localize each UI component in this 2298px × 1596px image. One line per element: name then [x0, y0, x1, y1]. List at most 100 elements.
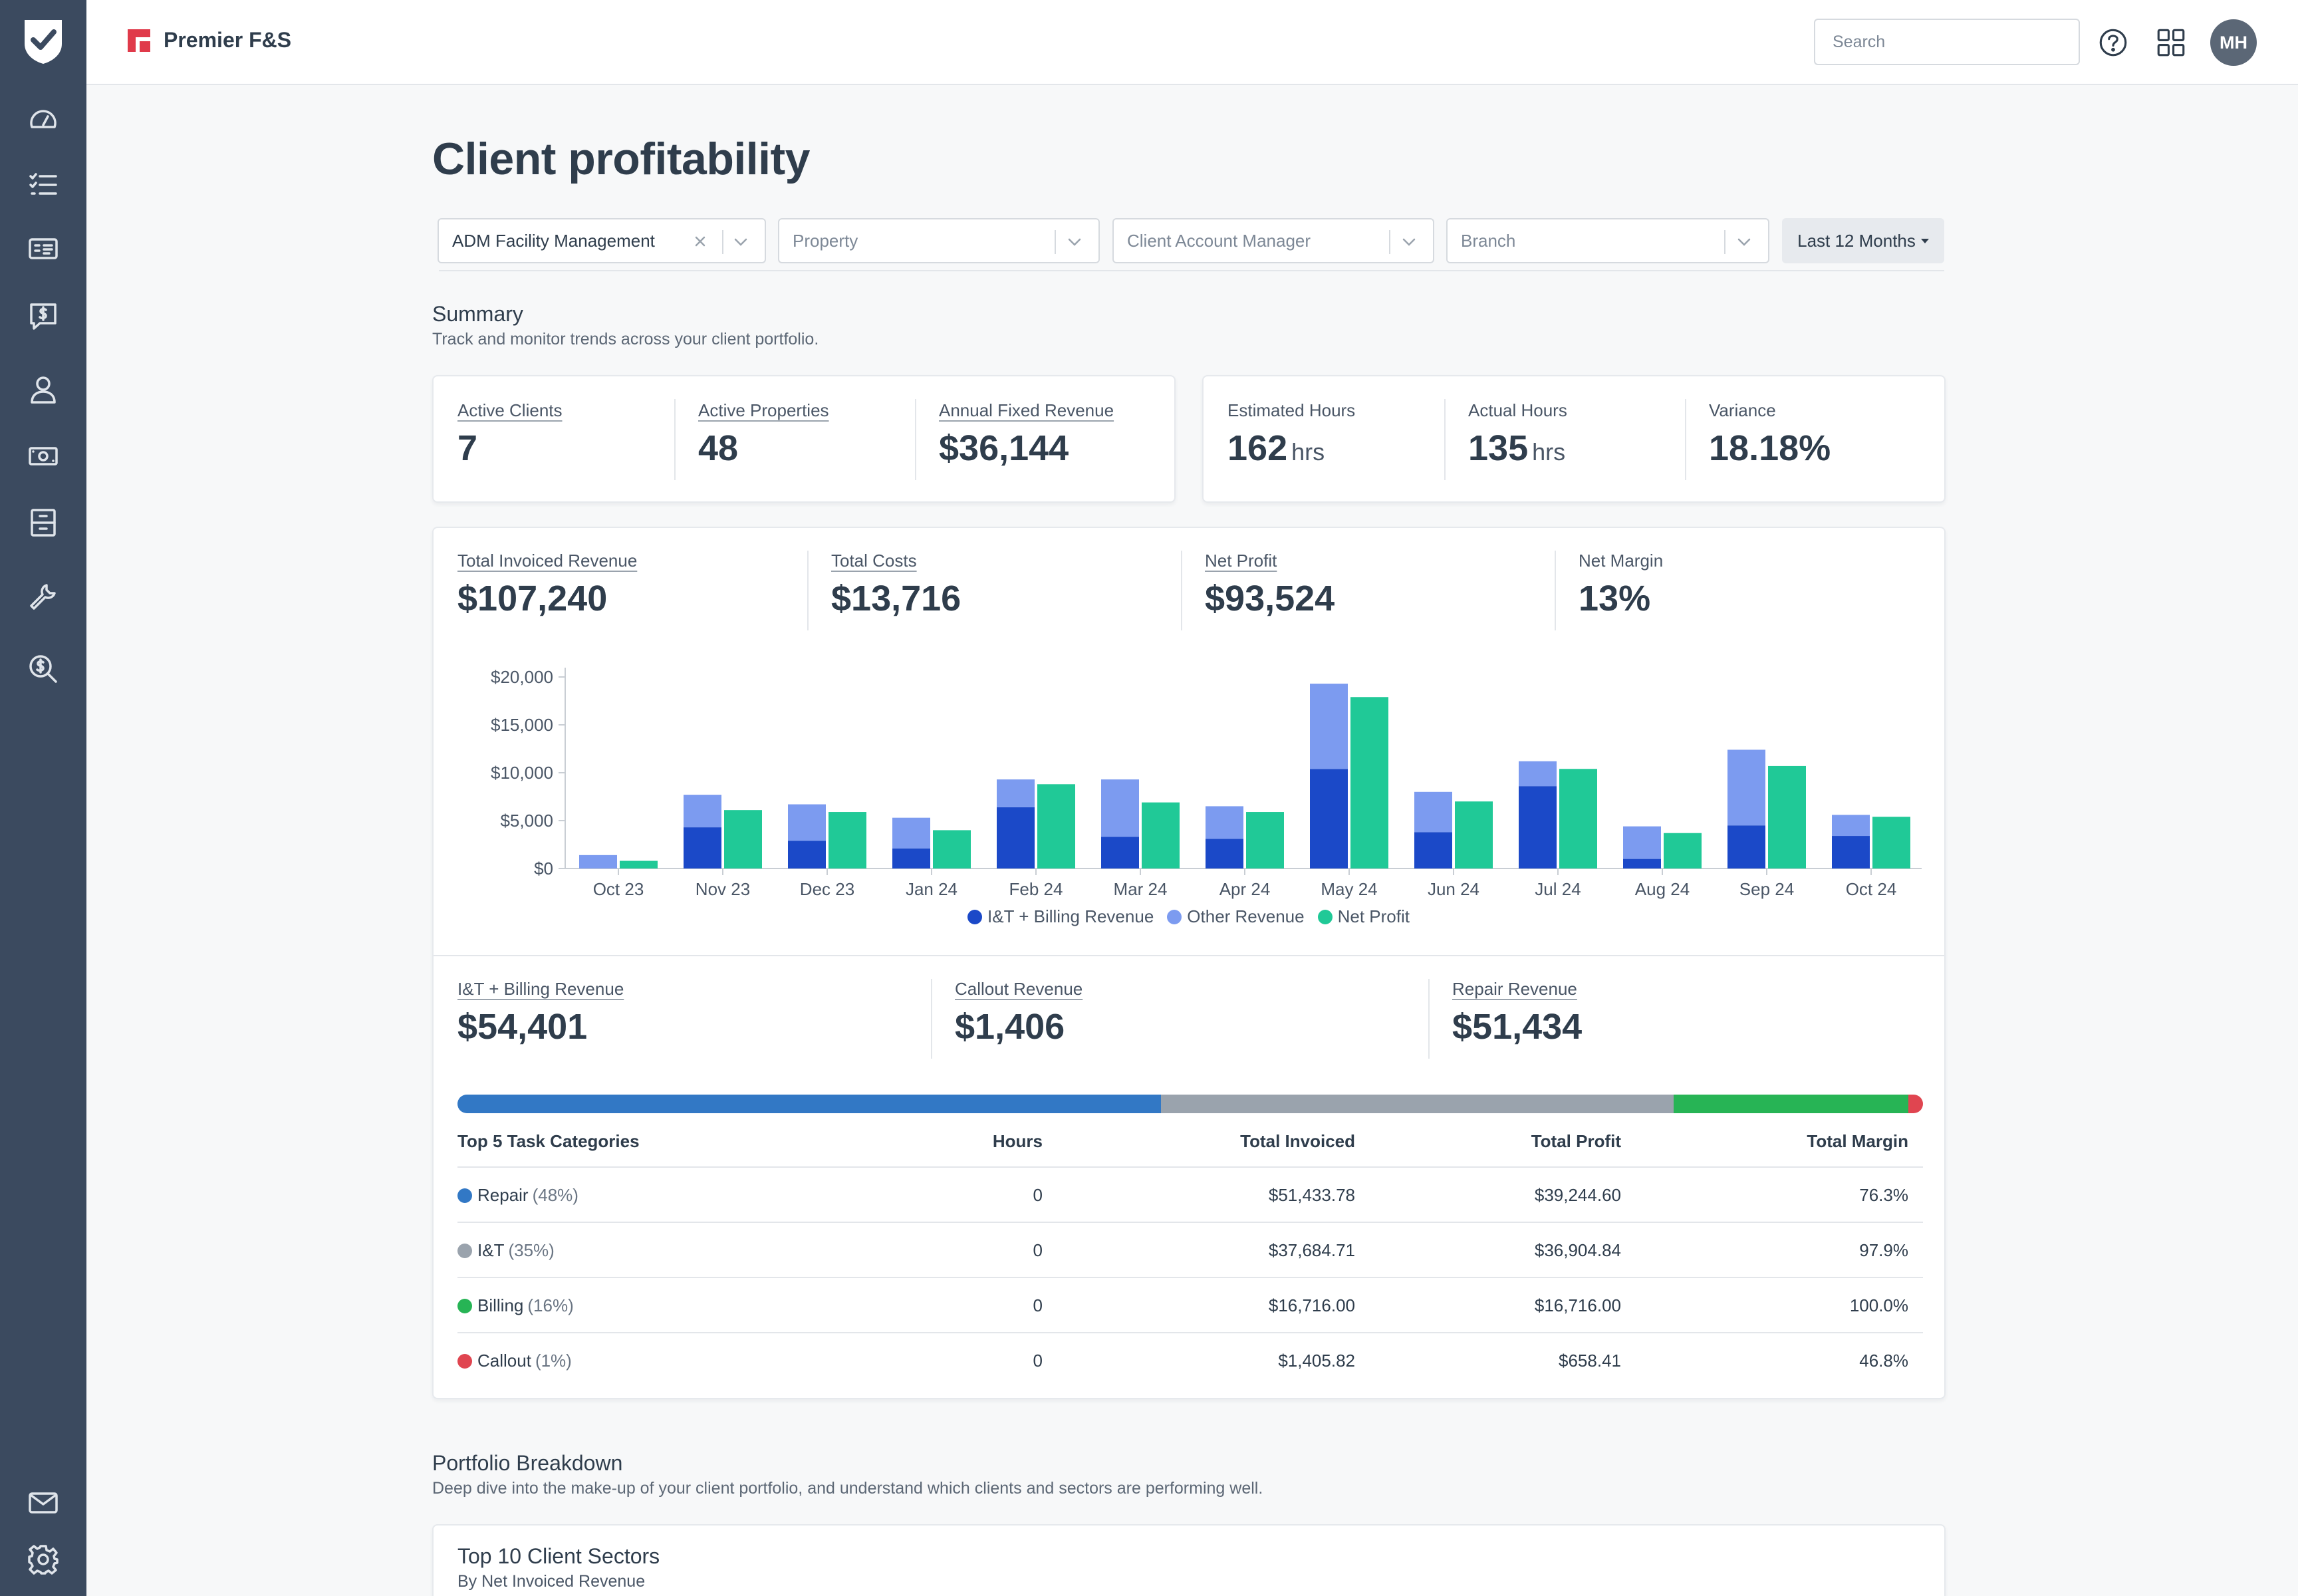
- margin-cell: 46.8%: [1859, 1351, 1908, 1371]
- client-sectors-card: Top 10 Client Sectors By Net Invoiced Re…: [432, 1524, 1946, 1596]
- quote-chat-dollar-icon[interactable]: [25, 299, 61, 334]
- legend-item[interactable]: Net Profit: [1317, 906, 1410, 927]
- bar-it-billing-revenue: [1310, 769, 1348, 868]
- legend-item[interactable]: Other Revenue: [1167, 906, 1305, 927]
- category-share: (48%): [532, 1185, 578, 1205]
- bar-other-revenue: [1414, 791, 1452, 833]
- date-range-label: Last 12 Months: [1797, 230, 1916, 251]
- annual-fixed-revenue-label[interactable]: Annual Fixed Revenue: [939, 400, 1114, 420]
- category-name: Callout: [477, 1351, 531, 1371]
- bar-other-revenue: [1206, 806, 1243, 839]
- portfolio-title: Portfolio Breakdown: [432, 1451, 623, 1475]
- category-dot: [457, 1188, 472, 1203]
- bar-net-profit: [724, 810, 762, 868]
- chevron-down-icon: [1068, 238, 1081, 246]
- variance-stat: Variance 18.18%: [1709, 400, 1831, 469]
- it-billing-revenue-label[interactable]: I&T + Billing Revenue: [457, 979, 624, 999]
- invoiced-cell: $51,433.78: [1268, 1185, 1355, 1205]
- bar-it-billing-revenue: [1727, 825, 1765, 868]
- variance-label: Variance: [1709, 400, 1776, 420]
- cash-icon[interactable]: [25, 438, 61, 474]
- segment-callout: [1908, 1095, 1923, 1113]
- legend-item[interactable]: I&T + Billing Revenue: [967, 906, 1154, 927]
- category-dot: [457, 1354, 472, 1369]
- mail-icon[interactable]: [25, 1485, 61, 1521]
- user-avatar[interactable]: MH: [2210, 19, 2257, 66]
- x-tick-label: Oct 24: [1846, 879, 1897, 899]
- category-dot: [457, 1244, 472, 1258]
- bar-other-revenue: [684, 795, 721, 828]
- bar-other-revenue: [1727, 749, 1765, 826]
- it-billing-revenue-stat: I&T + Billing Revenue $54,401: [457, 979, 624, 1047]
- x-tick-label: Nov 23: [696, 879, 750, 899]
- callout-revenue-stat: Callout Revenue $1,406: [955, 979, 1083, 1047]
- legend-label: Other Revenue: [1187, 906, 1305, 926]
- bar-it-billing-revenue: [1832, 836, 1870, 868]
- y-tick-label: $20,000: [491, 667, 553, 687]
- bar-net-profit: [933, 830, 971, 868]
- bar-it-billing-revenue: [1623, 859, 1661, 868]
- actual-hours-value: 135: [1468, 428, 1529, 468]
- account-manager-filter[interactable]: Client Account Manager: [1112, 218, 1434, 263]
- archive-cabinet-icon[interactable]: [25, 505, 61, 541]
- hours-cell: 0: [1033, 1295, 1043, 1315]
- bar-net-profit: [620, 861, 658, 868]
- active-properties-label[interactable]: Active Properties: [698, 400, 829, 420]
- x-tick-label: Aug 24: [1635, 879, 1690, 899]
- portfolio-subtitle: Deep dive into the make-up of your clien…: [432, 1479, 1263, 1498]
- net-margin-stat: Net Margin 13%: [1579, 551, 1663, 619]
- segment-it: [1160, 1095, 1674, 1113]
- chevron-down-icon: [1402, 238, 1416, 246]
- repair-revenue-stat: Repair Revenue $51,434: [1452, 979, 1582, 1047]
- total-costs-label[interactable]: Total Costs: [831, 551, 917, 571]
- x-tick-label: Dec 23: [800, 879, 854, 899]
- brand[interactable]: Premier F&S: [128, 28, 291, 53]
- bar-net-profit: [1872, 817, 1910, 868]
- wrench-icon[interactable]: [25, 579, 61, 614]
- dashboard-gauge-icon[interactable]: [25, 102, 61, 138]
- user-icon[interactable]: [25, 372, 61, 408]
- hours-cell: 0: [1033, 1185, 1043, 1205]
- bar-net-profit: [1350, 697, 1388, 868]
- repair-revenue-label[interactable]: Repair Revenue: [1452, 979, 1577, 999]
- apps-grid-icon[interactable]: [2152, 24, 2190, 61]
- help-icon[interactable]: [2095, 24, 2132, 61]
- repair-revenue-value: $51,434: [1452, 1007, 1583, 1047]
- bar-it-billing-revenue: [684, 827, 721, 868]
- date-range-dropdown[interactable]: Last 12 Months: [1782, 218, 1944, 263]
- profit-cell: $658.41: [1559, 1351, 1621, 1371]
- active-clients-label[interactable]: Active Clients: [457, 400, 563, 420]
- clear-icon[interactable]: [690, 231, 710, 251]
- actual-hours-stat: Actual Hours 135 hrs: [1468, 400, 1567, 469]
- bar-net-profit: [1037, 784, 1075, 868]
- task-category-share-bar: [457, 1095, 1923, 1113]
- invoice-icon[interactable]: [25, 231, 61, 267]
- sidebar: [0, 0, 86, 1596]
- column-header: Total Margin: [1807, 1131, 1908, 1151]
- callout-revenue-label[interactable]: Callout Revenue: [955, 979, 1083, 999]
- task-list-icon[interactable]: [25, 167, 61, 203]
- category-share: (16%): [527, 1295, 574, 1315]
- hours-stats-card: Estimated Hours 162 hrs Actual Hours 135 h…: [1202, 375, 1946, 503]
- chevron-down-icon: [734, 238, 747, 246]
- active-clients-value: 7: [457, 428, 478, 468]
- profit-cell: $39,244.60: [1534, 1185, 1621, 1205]
- total-invoiced-revenue-label[interactable]: Total Invoiced Revenue: [457, 551, 638, 571]
- actual-hours-unit: hrs: [1532, 438, 1566, 466]
- column-header: Total Profit: [1531, 1131, 1621, 1151]
- invoiced-cell: $16,716.00: [1268, 1295, 1355, 1315]
- x-tick-label: Sep 24: [1739, 879, 1794, 899]
- client-filter[interactable]: ADM Facility Management: [438, 218, 766, 263]
- branch-filter[interactable]: Branch: [1446, 218, 1769, 263]
- settings-gear-icon[interactable]: [25, 1541, 61, 1577]
- brand-name: Premier F&S: [164, 28, 292, 52]
- property-filter[interactable]: Property: [778, 218, 1100, 263]
- annual-fixed-revenue-stat: Annual Fixed Revenue $36,144: [939, 400, 1114, 469]
- net-profit-label[interactable]: Net Profit: [1205, 551, 1277, 571]
- category-share: (35%): [508, 1240, 555, 1260]
- caret-down-icon: [1920, 238, 1929, 243]
- search-input[interactable]: [1814, 19, 2080, 65]
- search-dollar-icon[interactable]: [25, 651, 61, 687]
- app-logo[interactable]: [22, 17, 64, 65]
- x-tick-label: May 24: [1321, 879, 1377, 899]
